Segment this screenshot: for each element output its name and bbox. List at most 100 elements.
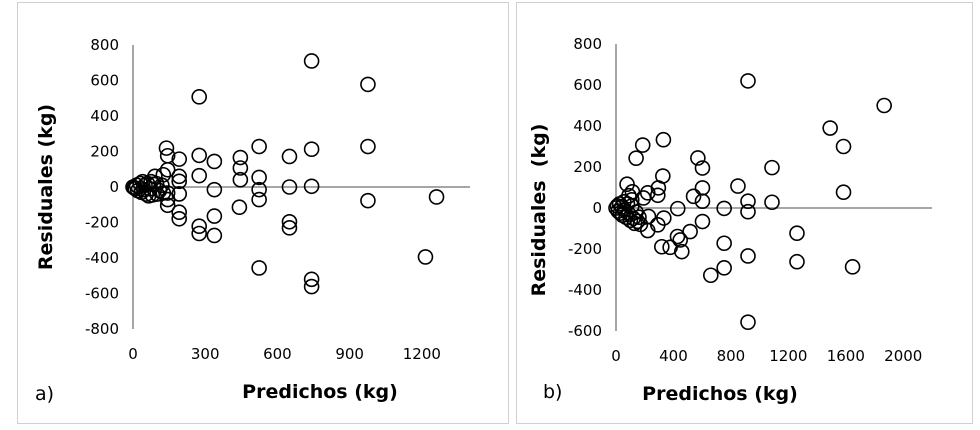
data-point xyxy=(158,140,175,156)
data-point xyxy=(281,148,298,165)
data-point xyxy=(428,189,445,205)
data-point xyxy=(650,180,667,196)
data-point xyxy=(621,187,637,204)
y-tick-label: 800 xyxy=(90,36,119,54)
data-point xyxy=(231,199,248,216)
y-tick-label: 200 xyxy=(573,158,602,176)
data-point xyxy=(303,278,320,295)
x-tick-label: 900 xyxy=(335,345,364,363)
data-point xyxy=(694,180,711,196)
data-point xyxy=(251,169,267,186)
data-point xyxy=(654,238,670,255)
data-point xyxy=(232,149,249,166)
data-point xyxy=(154,177,170,194)
x-tick-label: 0 xyxy=(128,345,138,363)
data-point xyxy=(634,137,651,153)
y-axis-title: Residuales (kg) xyxy=(35,104,57,270)
data-point xyxy=(303,178,320,195)
data-point xyxy=(232,171,249,188)
data-point xyxy=(171,210,188,227)
data-point xyxy=(171,168,188,185)
data-point xyxy=(685,188,702,205)
y-tick-label: -200 xyxy=(568,240,602,258)
panel-b-frame xyxy=(516,2,973,424)
data-point xyxy=(632,216,649,233)
panel-a-frame xyxy=(17,2,509,424)
data-point xyxy=(740,314,756,330)
data-point xyxy=(281,220,298,236)
data-point xyxy=(303,271,320,288)
data-point xyxy=(702,267,719,284)
data-point xyxy=(191,218,207,235)
y-tick-label: 400 xyxy=(90,107,119,125)
data-point xyxy=(740,203,756,220)
data-point xyxy=(303,141,320,157)
y-tick-label: -400 xyxy=(568,281,602,299)
data-point xyxy=(655,131,672,148)
y-tick-label: 200 xyxy=(90,143,119,161)
y-tick-label: 600 xyxy=(90,72,119,90)
data-point xyxy=(740,248,756,264)
y-tick-label: 400 xyxy=(573,117,602,135)
y-tick-label: 600 xyxy=(573,76,602,94)
data-point xyxy=(251,181,267,198)
data-point xyxy=(822,120,838,136)
data-point xyxy=(628,150,644,166)
x-axis-title: Predichos (kg) xyxy=(642,383,798,405)
data-point xyxy=(672,232,689,248)
data-point xyxy=(789,253,805,270)
y-tick-label: -200 xyxy=(85,214,119,232)
y-axis-title: Residuales (kg) xyxy=(528,124,550,297)
data-point xyxy=(690,150,706,166)
x-tick-label: 1200 xyxy=(769,347,807,365)
data-point xyxy=(360,192,376,209)
data-point xyxy=(303,53,320,69)
data-point xyxy=(835,138,852,155)
data-point xyxy=(251,260,267,276)
data-point xyxy=(631,209,647,226)
x-tick-label: 300 xyxy=(191,345,220,363)
y-tick-label: -400 xyxy=(85,249,119,267)
panel-a: 800 600 400 200 0 -200 -400 -600 -800 0 300 600 900 1… xyxy=(35,36,470,405)
data-point xyxy=(171,173,188,190)
data-point xyxy=(191,167,207,184)
data-point xyxy=(649,187,666,204)
data-point xyxy=(159,161,176,178)
data-point xyxy=(232,160,249,176)
data-point xyxy=(206,153,223,170)
x-tick-label: 1200 xyxy=(403,345,441,363)
x-tick-label: 800 xyxy=(717,347,746,365)
data-point xyxy=(251,138,267,155)
data-point xyxy=(789,225,805,242)
data-point xyxy=(191,147,207,164)
data-point xyxy=(740,193,756,210)
data-point xyxy=(251,191,267,208)
data-point xyxy=(694,193,711,210)
data-point xyxy=(740,73,756,89)
data-point xyxy=(206,181,223,198)
data-point xyxy=(662,239,678,256)
data-point xyxy=(835,184,852,201)
x-tick-label: 400 xyxy=(659,347,688,365)
data-point xyxy=(876,97,892,114)
data-point xyxy=(730,178,746,194)
data-point xyxy=(694,213,711,230)
data-point xyxy=(716,200,732,217)
data-point xyxy=(206,208,223,224)
y-tick-label: 0 xyxy=(592,199,602,217)
data-point xyxy=(417,249,434,265)
data-point xyxy=(623,192,640,208)
data-point xyxy=(360,76,376,93)
data-point xyxy=(764,194,780,211)
x-tick-label: 600 xyxy=(263,345,292,363)
data-point xyxy=(281,179,298,195)
data-point xyxy=(171,151,188,167)
data-point xyxy=(764,159,780,176)
data-point xyxy=(716,260,732,276)
data-point xyxy=(716,235,732,252)
x-tick-label: 0 xyxy=(611,347,621,365)
panel-label: a) xyxy=(35,383,54,405)
data-point xyxy=(360,138,376,155)
